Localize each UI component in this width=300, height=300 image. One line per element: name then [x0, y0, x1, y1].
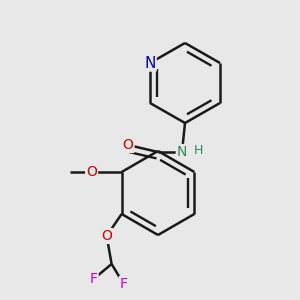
- Text: O: O: [123, 138, 134, 152]
- Text: H: H: [193, 143, 203, 157]
- Text: F: F: [120, 277, 128, 291]
- Text: O: O: [101, 229, 112, 243]
- Text: N: N: [177, 145, 187, 159]
- Text: N: N: [144, 56, 156, 70]
- Text: F: F: [90, 272, 98, 286]
- Text: O: O: [86, 165, 97, 179]
